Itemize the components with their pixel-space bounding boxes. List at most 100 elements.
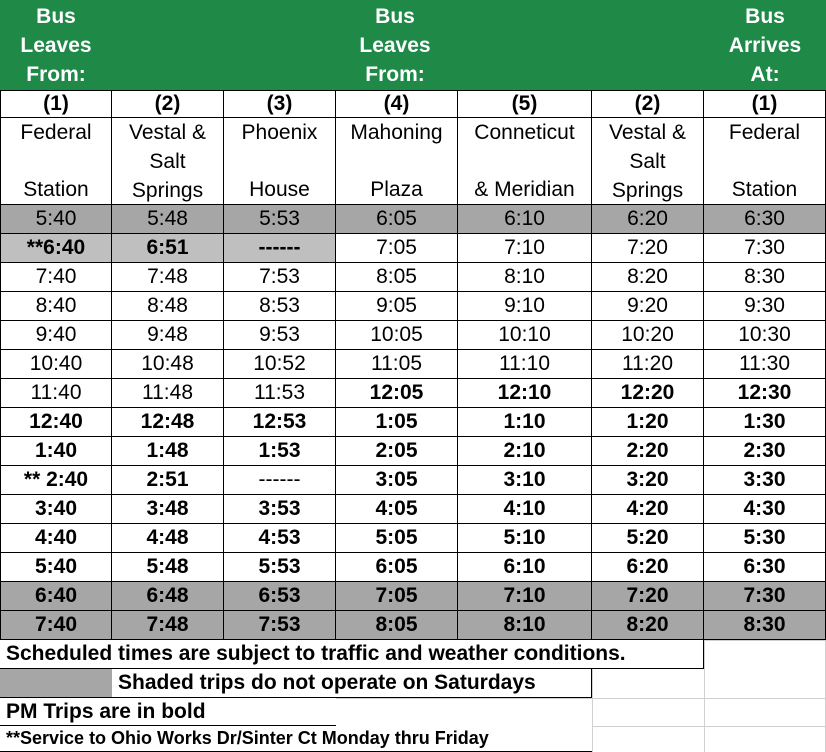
stop-name-cell: Federal Station [0,118,112,205]
time-cell: 9:05 [336,292,458,321]
time-cell: 3:20 [592,466,704,495]
time-cell: 10:20 [592,321,704,350]
time-cell: 6:51 [112,234,224,263]
stop-number-cell: (1) [0,90,112,118]
stop-name-line: Station [731,178,798,201]
time-cell: 7:30 [704,582,826,611]
header-middle-line-2: Leaves [359,34,431,57]
time-cell: 11:05 [336,350,458,379]
header-middle-line-3: From: [365,63,425,86]
stop-name-cell: Federal Station [704,118,826,205]
time-cell: 6:30 [704,205,826,234]
stop-name-line: Springs [131,179,204,202]
time-cell: 6:05 [336,205,458,234]
header-right-line-2: Arrives [728,34,802,57]
time-cell: ** 2:40 [0,466,112,495]
stop-name-line: & Meridian [474,178,575,201]
time-cell: 6:10 [458,553,592,582]
stop-name-line: Salt [629,150,666,173]
stop-name-line: Federal [728,121,801,144]
header-left-line-3: From: [26,63,86,86]
time-cell: 12:53 [224,408,336,437]
time-cell: 6:20 [592,553,704,582]
time-cell: 5:48 [112,553,224,582]
time-cell: 11:10 [458,350,592,379]
time-cell: 11:20 [592,350,704,379]
time-cell: 9:48 [112,321,224,350]
time-cell: 10:05 [336,321,458,350]
stop-number-cell: (1) [704,90,826,118]
stop-number-cell: (4) [336,90,458,118]
gridline [704,640,705,752]
time-cell: 10:10 [458,321,592,350]
time-cell: 7:48 [112,263,224,292]
time-cell: 9:53 [224,321,336,350]
header-band [0,0,826,90]
stop-name-line: Phoenix [241,121,318,144]
time-cell: 9:20 [592,292,704,321]
header-leaves-from-left: Bus Leaves From: [0,0,112,90]
stop-name-line: Federal [20,121,92,144]
header-left-line-1: Bus [36,5,76,28]
time-cell: 8:05 [336,611,458,640]
time-cell: 7:10 [458,582,592,611]
stop-number-cell: (2) [112,90,224,118]
shade-legend-swatch [0,669,112,698]
time-cell: 7:05 [336,234,458,263]
time-cell: 5:30 [704,524,826,553]
gridline [704,640,826,641]
header-middle-line-1: Bus [375,5,415,28]
time-cell: 11:40 [0,379,112,408]
note-traffic-text: Scheduled times are subject to traffic a… [6,642,626,665]
time-cell: 12:30 [704,379,826,408]
time-cell: 4:10 [458,495,592,524]
time-cell: 3:48 [112,495,224,524]
header-right-line-1: Bus [745,5,785,28]
time-cell: 9:40 [0,321,112,350]
time-cell: 8:05 [336,263,458,292]
time-cell: 4:48 [112,524,224,553]
stop-name-cell: Mahoning Plaza [336,118,458,205]
header-right-line-3: At: [750,63,780,86]
time-cell: ------ [224,466,336,495]
time-cell: 12:48 [112,408,224,437]
time-cell: 3:40 [0,495,112,524]
time-cell: **6:40 [0,234,112,263]
time-cell: 4:53 [224,524,336,553]
stop-number-cell: (5) [458,90,592,118]
time-cell: 5:05 [336,524,458,553]
time-cell: 4:30 [704,495,826,524]
stop-number-cell: (3) [224,90,336,118]
time-cell: 10:48 [112,350,224,379]
time-cell: 7:40 [0,611,112,640]
time-cell: 3:30 [704,466,826,495]
time-cell: 1:30 [704,408,826,437]
time-cell: ------ [224,234,336,263]
time-cell: 8:20 [592,263,704,292]
time-cell: 8:10 [458,611,592,640]
time-cell: 12:05 [336,379,458,408]
time-cell: 1:20 [592,408,704,437]
time-cell: 11:30 [704,350,826,379]
time-cell: 12:10 [458,379,592,408]
time-cell: 2:10 [458,437,592,466]
time-cell: 1:48 [112,437,224,466]
stop-name-line: Vestal & [608,121,687,144]
stop-number-cell: (2) [592,90,704,118]
time-cell: 1:05 [336,408,458,437]
note-shaded: Shaded trips do not operate on Saturdays [112,669,592,698]
time-cell: 5:40 [0,553,112,582]
stop-name-line: Mahoning [350,121,443,144]
time-cell: 1:53 [224,437,336,466]
note-service-text: **Service to Ohio Works Dr/Sinter Ct Mon… [6,728,489,748]
time-cell: 8:10 [458,263,592,292]
time-cell: 7:48 [112,611,224,640]
time-cell: 6:48 [112,582,224,611]
stop-name-cell: Vestal & Salt Springs [112,118,224,205]
time-cell: 7:53 [224,263,336,292]
note-pm-text: PM Trips are in bold [6,699,206,723]
time-cell: 2:30 [704,437,826,466]
time-cell: 10:30 [704,321,826,350]
time-cell: 12:20 [592,379,704,408]
note-service: **Service to Ohio Works Dr/Sinter Ct Mon… [0,726,592,752]
